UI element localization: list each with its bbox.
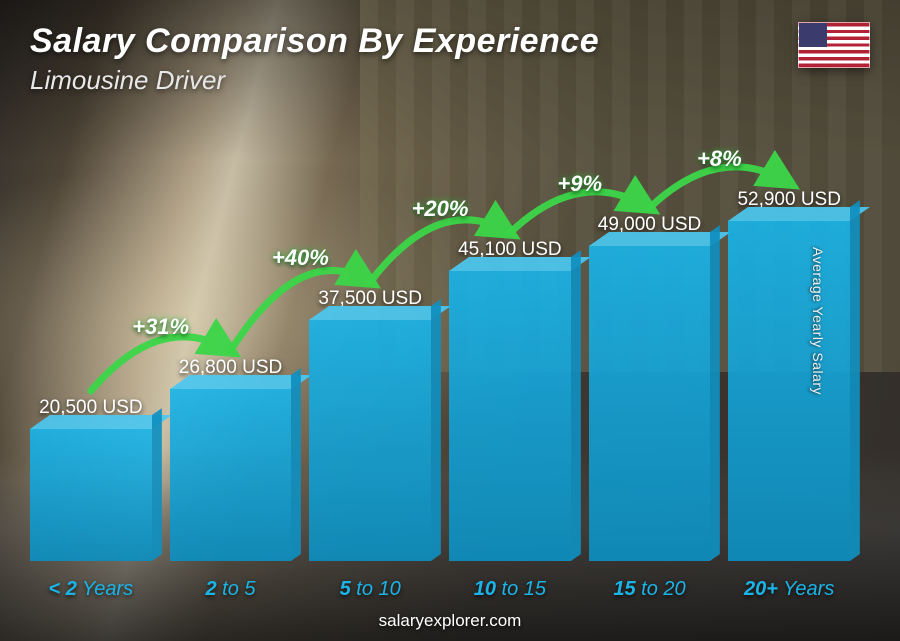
x-axis-label: 10 to 15 — [449, 578, 571, 601]
bars-container: 20,500 USD 26,800 USD 37,500 USD 45,100 … — [30, 130, 850, 561]
bar — [170, 389, 292, 561]
x-axis-label: 5 to 10 — [309, 578, 431, 601]
bar-slot: 45,100 USD — [449, 239, 571, 561]
bar-slot: 20,500 USD — [30, 397, 152, 561]
x-axis-label: < 2 Years — [30, 578, 152, 601]
bar-slot: 37,500 USD — [309, 288, 431, 561]
bar — [309, 320, 431, 561]
increase-label: +40% — [272, 245, 329, 271]
flag-icon — [798, 22, 870, 68]
bar-slot: 49,000 USD — [589, 214, 711, 561]
title-block: Salary Comparison By Experience Limousin… — [30, 22, 599, 96]
increase-label: +8% — [697, 146, 742, 172]
bar — [449, 271, 571, 561]
bar-slot: 52,900 USD — [728, 189, 850, 561]
increase-label: +20% — [412, 196, 469, 222]
footer-attribution: salaryexplorer.com — [0, 611, 900, 631]
bar — [30, 429, 152, 561]
chart-title: Salary Comparison By Experience — [30, 22, 599, 61]
bar-slot: 26,800 USD — [170, 357, 292, 561]
bar — [728, 221, 850, 561]
chart-area: 20,500 USD 26,800 USD 37,500 USD 45,100 … — [30, 130, 850, 561]
bar — [589, 246, 711, 561]
header: Salary Comparison By Experience Limousin… — [30, 22, 870, 96]
x-axis-label: 2 to 5 — [170, 578, 292, 601]
y-axis-title: Average Yearly Salary — [810, 247, 826, 395]
x-axis-label: 15 to 20 — [589, 578, 711, 601]
x-axis-label: 20+ Years — [728, 578, 850, 601]
x-axis-labels: < 2 Years 2 to 5 5 to 10 10 to 15 15 to 20 20… — [30, 578, 850, 601]
chart-subtitle: Limousine Driver — [30, 65, 599, 96]
increase-label: +9% — [557, 171, 602, 197]
increase-label: +31% — [132, 314, 189, 340]
